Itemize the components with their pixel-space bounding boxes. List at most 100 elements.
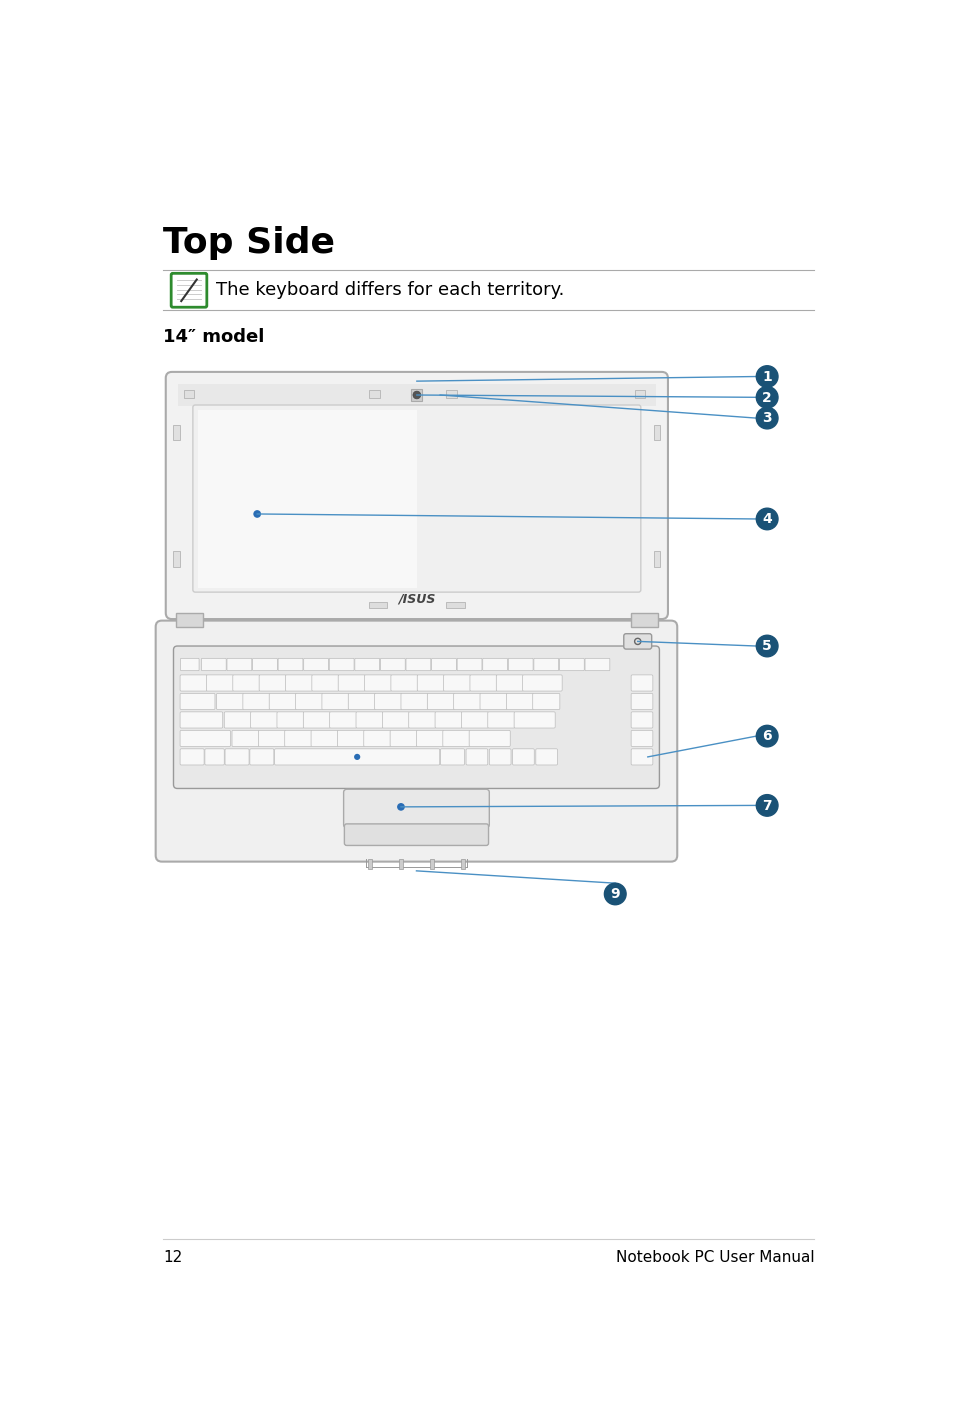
FancyBboxPatch shape [205, 749, 224, 764]
FancyBboxPatch shape [227, 658, 252, 671]
Bar [173, 552, 179, 567]
FancyBboxPatch shape [416, 730, 443, 746]
Circle shape [756, 635, 778, 657]
Text: The keyboard differs for each territory.: The keyboard differs for each territory. [216, 281, 564, 299]
FancyBboxPatch shape [391, 675, 417, 691]
FancyBboxPatch shape [251, 712, 277, 727]
FancyBboxPatch shape [508, 658, 533, 671]
FancyBboxPatch shape [216, 693, 243, 709]
FancyBboxPatch shape [337, 675, 365, 691]
FancyBboxPatch shape [155, 621, 677, 862]
FancyBboxPatch shape [193, 406, 640, 593]
FancyBboxPatch shape [180, 675, 207, 691]
Text: 5: 5 [761, 640, 771, 654]
Bar [178, 384, 655, 406]
Bar [654, 425, 659, 441]
FancyBboxPatch shape [440, 749, 464, 764]
FancyBboxPatch shape [250, 749, 274, 764]
FancyBboxPatch shape [343, 790, 489, 828]
FancyBboxPatch shape [276, 712, 304, 727]
FancyBboxPatch shape [431, 658, 456, 671]
FancyBboxPatch shape [284, 730, 312, 746]
Bar [398, 859, 403, 869]
FancyBboxPatch shape [173, 647, 659, 788]
FancyBboxPatch shape [479, 693, 507, 709]
FancyBboxPatch shape [330, 712, 356, 727]
FancyBboxPatch shape [269, 693, 296, 709]
FancyBboxPatch shape [180, 658, 199, 671]
FancyBboxPatch shape [631, 730, 652, 746]
FancyBboxPatch shape [466, 749, 487, 764]
FancyBboxPatch shape [380, 658, 405, 671]
Bar [369, 603, 387, 607]
Bar [446, 390, 456, 398]
FancyBboxPatch shape [363, 730, 391, 746]
Bar [429, 859, 434, 869]
Circle shape [756, 407, 778, 428]
FancyBboxPatch shape [482, 658, 507, 671]
FancyBboxPatch shape [454, 693, 480, 709]
Text: 3: 3 [761, 411, 771, 425]
FancyBboxPatch shape [514, 712, 555, 727]
FancyBboxPatch shape [631, 675, 652, 691]
FancyBboxPatch shape [278, 658, 303, 671]
FancyBboxPatch shape [180, 749, 204, 764]
FancyBboxPatch shape [461, 712, 488, 727]
FancyBboxPatch shape [253, 658, 277, 671]
FancyBboxPatch shape [171, 274, 207, 308]
FancyBboxPatch shape [344, 824, 488, 845]
FancyBboxPatch shape [348, 693, 375, 709]
FancyBboxPatch shape [180, 712, 222, 727]
FancyBboxPatch shape [180, 730, 231, 746]
FancyBboxPatch shape [224, 712, 252, 727]
FancyBboxPatch shape [427, 693, 454, 709]
FancyBboxPatch shape [443, 675, 470, 691]
FancyBboxPatch shape [166, 372, 667, 620]
Text: Notebook PC User Manual: Notebook PC User Manual [615, 1249, 814, 1265]
Text: 7: 7 [761, 798, 771, 813]
FancyBboxPatch shape [522, 675, 561, 691]
FancyBboxPatch shape [487, 712, 515, 727]
FancyBboxPatch shape [382, 712, 409, 727]
Bar [654, 552, 659, 567]
FancyBboxPatch shape [180, 693, 214, 709]
Circle shape [413, 391, 420, 398]
FancyBboxPatch shape [584, 658, 609, 671]
FancyBboxPatch shape [233, 675, 259, 691]
Text: /ISUS: /ISUS [397, 593, 436, 605]
FancyBboxPatch shape [311, 730, 337, 746]
Circle shape [756, 508, 778, 530]
FancyBboxPatch shape [416, 675, 444, 691]
Text: 12: 12 [163, 1249, 182, 1265]
Bar [460, 859, 465, 869]
FancyBboxPatch shape [489, 749, 511, 764]
FancyBboxPatch shape [206, 675, 233, 691]
Circle shape [756, 726, 778, 747]
FancyBboxPatch shape [469, 730, 510, 746]
FancyBboxPatch shape [496, 675, 523, 691]
FancyBboxPatch shape [506, 693, 533, 709]
Circle shape [756, 366, 778, 387]
FancyBboxPatch shape [400, 693, 428, 709]
Bar [175, 613, 203, 627]
FancyBboxPatch shape [337, 730, 364, 746]
FancyBboxPatch shape [375, 693, 401, 709]
Bar [634, 390, 645, 398]
Circle shape [253, 510, 261, 518]
FancyBboxPatch shape [631, 712, 652, 727]
FancyBboxPatch shape [442, 730, 470, 746]
FancyBboxPatch shape [355, 712, 383, 727]
FancyBboxPatch shape [295, 693, 322, 709]
FancyBboxPatch shape [285, 675, 313, 691]
Bar [446, 603, 464, 607]
FancyBboxPatch shape [303, 712, 330, 727]
FancyBboxPatch shape [201, 658, 226, 671]
FancyBboxPatch shape [303, 658, 328, 671]
FancyBboxPatch shape [536, 749, 557, 764]
FancyBboxPatch shape [408, 712, 436, 727]
FancyBboxPatch shape [329, 658, 354, 671]
FancyBboxPatch shape [312, 675, 338, 691]
FancyBboxPatch shape [390, 730, 416, 746]
Text: 14″ model: 14″ model [163, 328, 265, 346]
FancyBboxPatch shape [631, 749, 652, 764]
